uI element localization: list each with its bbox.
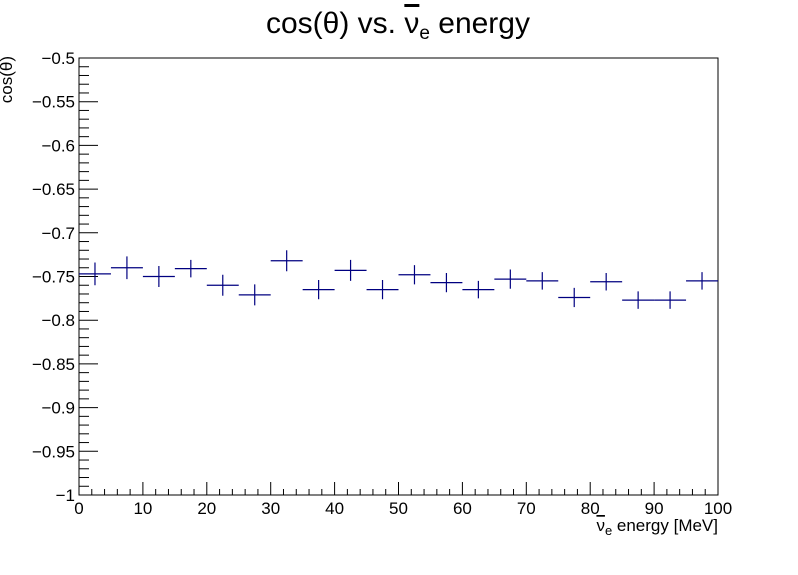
data-point — [622, 291, 655, 309]
data-point — [110, 256, 143, 280]
y-axis-ticks — [79, 57, 98, 496]
data-point — [334, 259, 367, 281]
data-point — [270, 250, 303, 272]
data-point — [238, 284, 271, 306]
x-tick-label: 10 — [133, 499, 152, 518]
data-point — [654, 291, 687, 309]
data-point — [558, 287, 591, 308]
y-tick-label: −0.9 — [41, 399, 75, 418]
data-point — [590, 273, 623, 291]
x-tick-label: 40 — [325, 499, 344, 518]
data-point — [398, 265, 431, 285]
y-axis-tick-labels: −1 −0.95 −0.9 −0.85 −0.8 −0.75 −0.7 −0.65 −0.6 −0… — [32, 49, 75, 505]
data-point — [526, 272, 559, 290]
x-axis-ticks — [78, 482, 719, 495]
data-point — [494, 269, 527, 289]
xlabel-nu-subscript: e — [605, 523, 612, 538]
data-point — [686, 272, 718, 290]
x-tick-label: 100 — [704, 499, 732, 518]
y-tick-label: −0.75 — [32, 268, 75, 287]
title-nu-bar: ν — [404, 7, 419, 40]
y-axis-label: cos(θ) — [0, 56, 16, 103]
x-tick-label: 50 — [389, 499, 408, 518]
data-point — [462, 280, 495, 299]
x-axis-tick-labels: 0 10 20 30 40 50 60 70 80 90 100 — [74, 499, 732, 518]
data-point — [206, 274, 239, 296]
x-tick-label: 90 — [645, 499, 664, 518]
data-point — [79, 262, 111, 286]
y-tick-label: −0.65 — [32, 180, 75, 199]
y-tick-label: −0.6 — [41, 136, 75, 155]
x-tick-label: 70 — [517, 499, 536, 518]
title-nu-subscript: e — [419, 23, 430, 44]
xlabel-nu-bar: ν — [596, 516, 605, 535]
x-tick-label: 30 — [261, 499, 280, 518]
y-tick-label: −1 — [56, 486, 75, 505]
y-tick-label: −0.55 — [32, 93, 75, 112]
y-tick-label: −0.85 — [32, 355, 75, 374]
data-point — [430, 273, 463, 293]
x-tick-label: 20 — [197, 499, 216, 518]
chart-title: cos(θ) vs. νe energy — [266, 7, 530, 44]
y-tick-label: −0.7 — [41, 224, 75, 243]
x-axis-label: νe energy [MeV] — [596, 516, 718, 538]
x-tick-label: 80 — [581, 499, 600, 518]
y-tick-label: −0.8 — [41, 311, 75, 330]
y-tick-label: −0.95 — [32, 442, 75, 461]
data-point — [302, 279, 335, 300]
x-tick-label: 60 — [453, 499, 472, 518]
data-point — [366, 279, 399, 300]
data-points — [79, 250, 718, 309]
x-tick-label: 0 — [74, 499, 83, 518]
data-point — [142, 266, 175, 287]
data-point — [174, 259, 207, 278]
y-tick-label: −0.5 — [41, 49, 75, 68]
